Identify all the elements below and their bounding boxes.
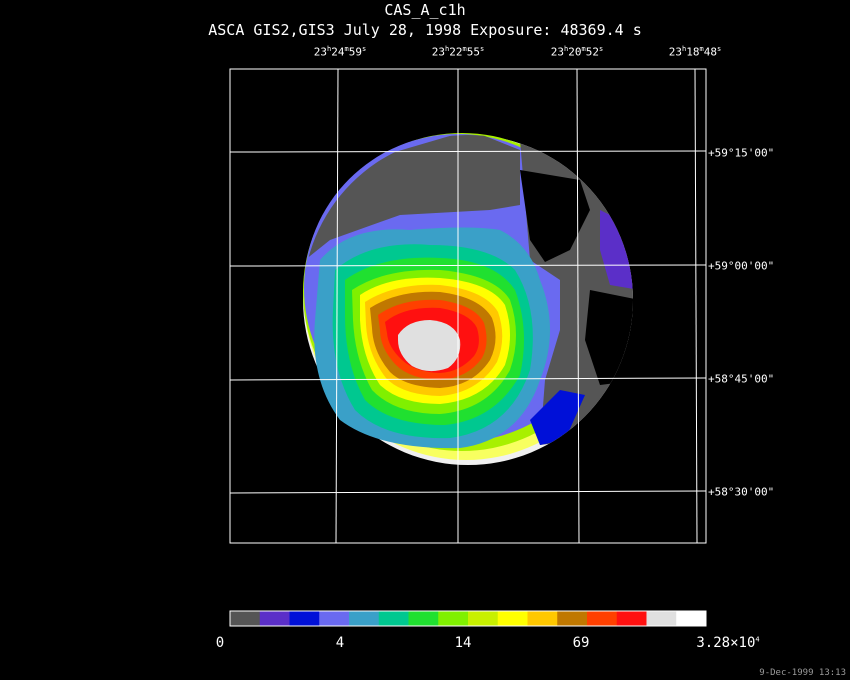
colorbar-swatch bbox=[349, 611, 380, 626]
colorbar-swatch bbox=[527, 611, 558, 626]
colorbar-swatch bbox=[616, 611, 647, 626]
colorbar-swatch bbox=[468, 611, 499, 626]
colorbar-label-2: 4 bbox=[335, 635, 345, 651]
colorbar-label-3: 14 bbox=[454, 635, 472, 651]
dec-tick-label-3: +58°45'00" bbox=[708, 372, 775, 386]
ra-tick-label-4: 23h18m48s bbox=[668, 45, 722, 59]
colorbar-swatch bbox=[230, 611, 261, 626]
colorbar-swatch bbox=[438, 611, 469, 626]
timestamp: 9-Dec-1999 13:13 bbox=[759, 668, 846, 678]
coordinate-grid bbox=[229, 68, 707, 544]
colorbar-label-1: 0 bbox=[215, 635, 225, 651]
dec-tick-label-4: +58°30'00" bbox=[708, 485, 775, 499]
xray-intensity-map bbox=[303, 133, 633, 465]
colorbar bbox=[230, 611, 707, 626]
dec-tick-label-1: +59°15'00" bbox=[708, 146, 775, 160]
ra-tick-label-3: 23h20m52s bbox=[550, 45, 604, 59]
colorbar-swatch bbox=[497, 611, 528, 626]
colorbar-swatch bbox=[646, 611, 677, 626]
colorbar-label-max: 3.28×104 bbox=[696, 635, 760, 651]
plot-frame bbox=[229, 68, 707, 544]
colorbar-swatch bbox=[378, 611, 409, 626]
colorbar-swatch bbox=[557, 611, 588, 626]
ra-tick-label-2: 23h22m55s bbox=[431, 45, 485, 59]
image-title: CAS_A_c1h bbox=[384, 1, 466, 19]
image-subtitle: ASCA GIS2,GIS3 July 28, 1998 Exposure: 4… bbox=[208, 21, 642, 39]
colorbar-swatch bbox=[259, 611, 290, 626]
colorbar-swatch bbox=[676, 611, 707, 626]
colorbar-swatch bbox=[587, 611, 618, 626]
dec-tick-label-2: +59°00'00" bbox=[708, 259, 775, 273]
colorbar-label-4: 69 bbox=[572, 635, 590, 651]
colorbar-swatch bbox=[408, 611, 439, 626]
colorbar-swatch bbox=[289, 611, 320, 626]
colorbar-frame bbox=[229, 610, 707, 627]
colorbar-swatch bbox=[319, 611, 350, 626]
ra-tick-label-1: 23h24m59s bbox=[313, 45, 367, 59]
